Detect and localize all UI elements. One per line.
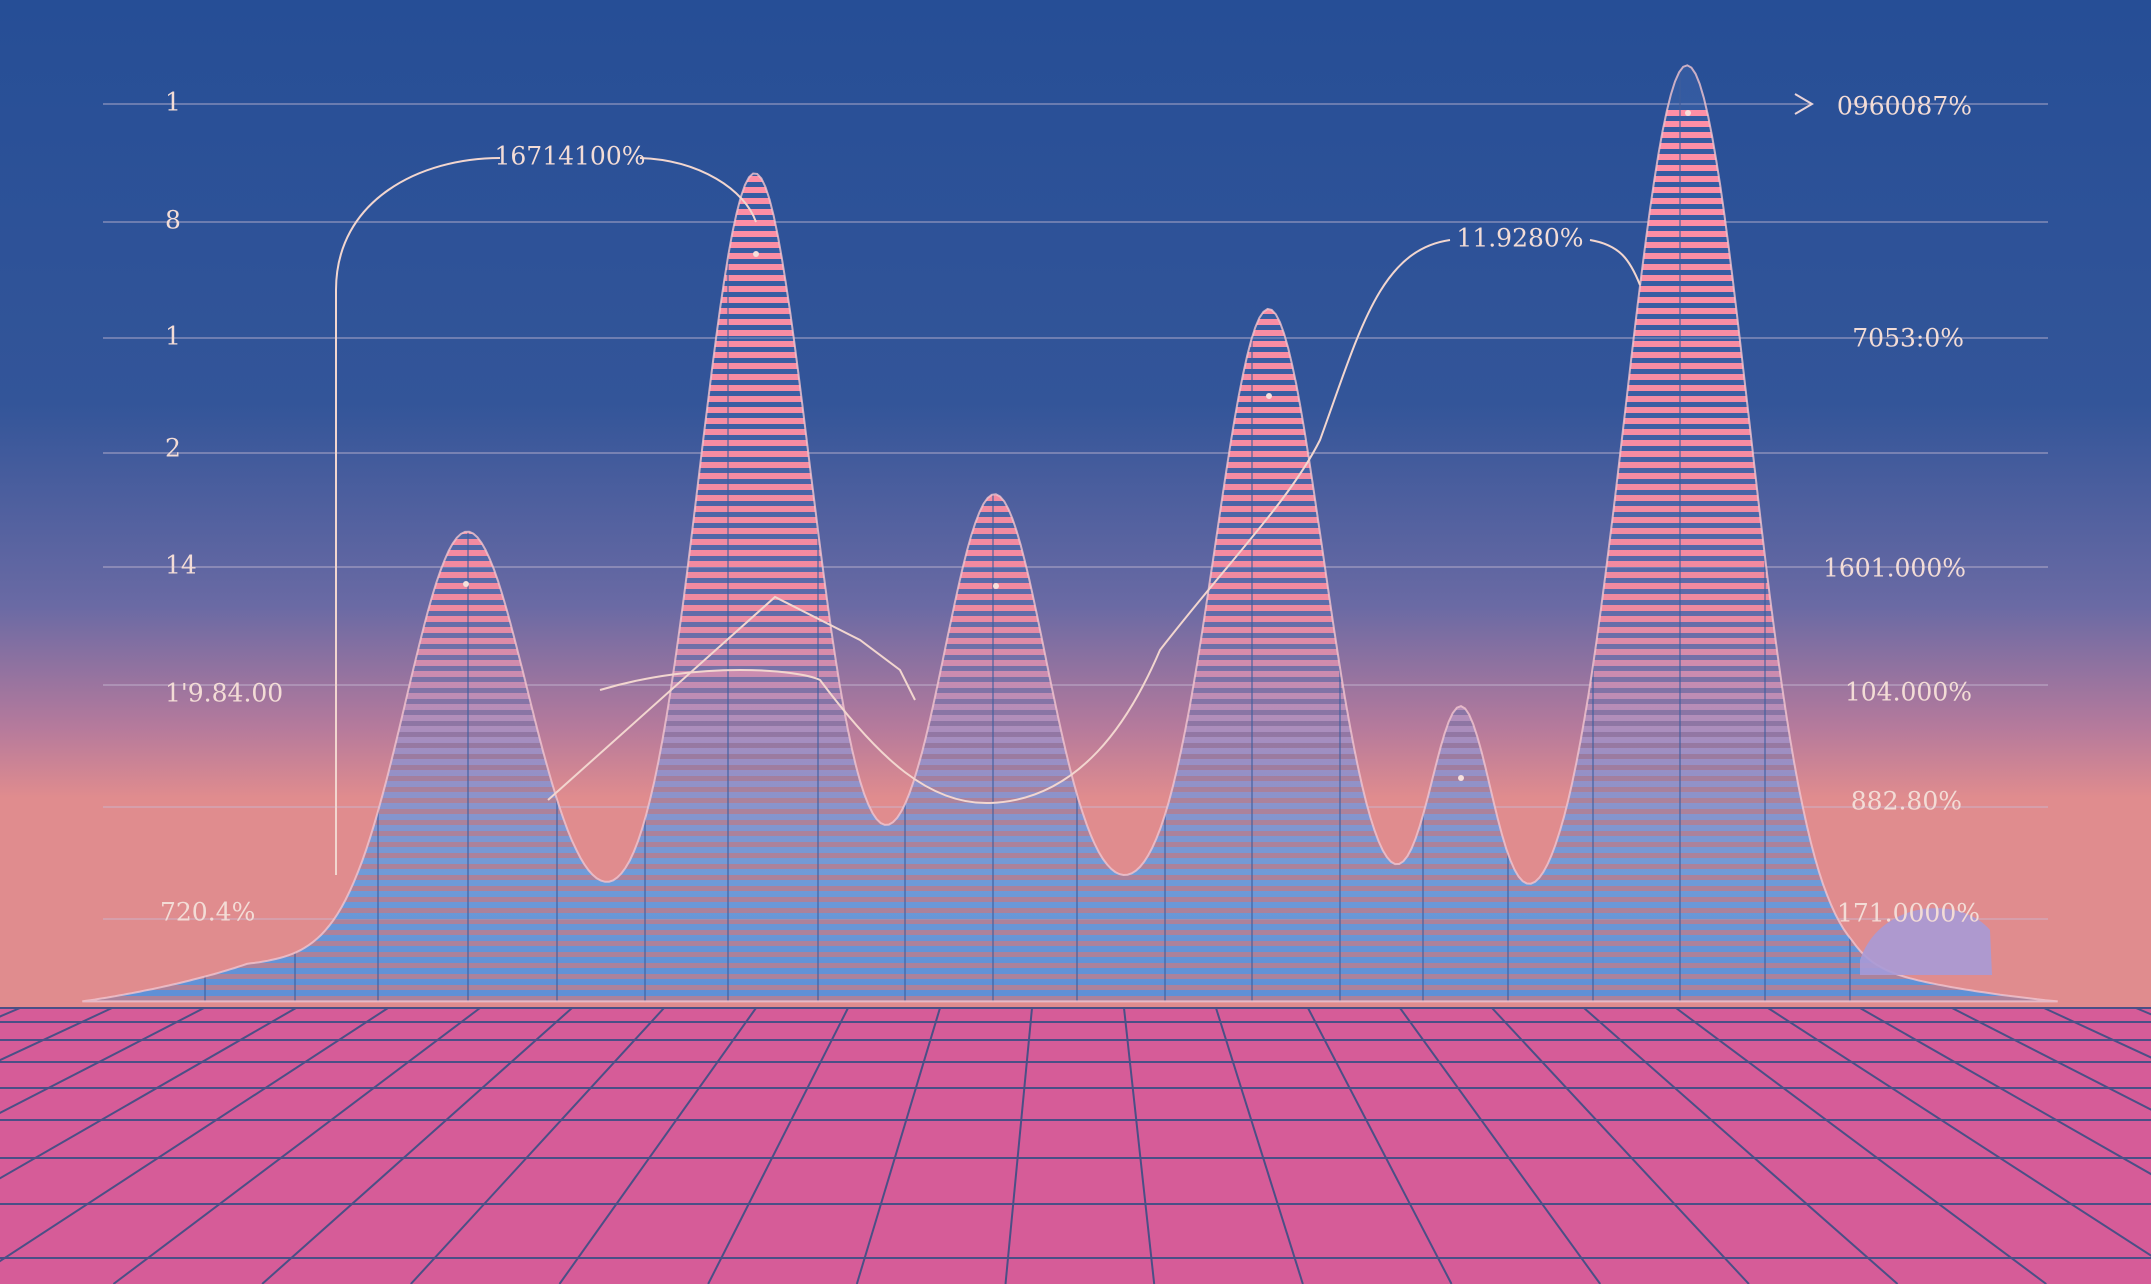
floor-line [1675, 1007, 2047, 1284]
right-label: 882.80% [1851, 787, 1962, 816]
mountain-stripe [82, 979, 2058, 985]
floor-line [1767, 1007, 2151, 1257]
floor-line [1123, 1007, 1156, 1284]
floor-line [1399, 1007, 1602, 1284]
floor-line [558, 1007, 757, 1284]
floor-line [261, 1007, 573, 1284]
floor-grid [0, 1007, 2151, 1284]
floor-line [2043, 1007, 2151, 1059]
left-label: 1 [165, 322, 181, 351]
small-blob [1860, 908, 1992, 975]
mountain-stripe [82, 990, 2058, 996]
left-label: 14 [165, 551, 197, 580]
floor-line [410, 1007, 665, 1284]
floor-line [1004, 1007, 1033, 1284]
mountain-stripe [82, 880, 2058, 886]
left-label: 1 [165, 88, 181, 117]
annotation: 11.9280% [1456, 224, 1583, 253]
mountain-stripe [82, 803, 2058, 809]
annotation: 16714100% [494, 142, 645, 171]
mountain-stripe [82, 935, 2058, 941]
right-label: 104.000% [1845, 678, 1972, 707]
mountain-stripe [82, 869, 2058, 875]
right-label: 0960087% [1837, 92, 1972, 121]
floor-line [0, 1007, 389, 1263]
left-label: 1'9.84.00 [165, 679, 283, 708]
mountain-stripe [82, 946, 2058, 952]
mountain-outline [82, 64, 2058, 1003]
right-labels: 0960087% 7053:0% 1601.000% 104.000% 882.… [1823, 92, 1980, 928]
floor-line [1951, 1007, 2151, 1111]
right-label: 1601.000% [1823, 554, 1966, 583]
left-labels: 1 8 1 2 14 1'9.84.00 720.4% [160, 88, 283, 927]
floor-line [0, 1007, 297, 1180]
mountain-stripe [82, 781, 2058, 787]
floor-line [1215, 1007, 1304, 1284]
mountain-stripe [82, 968, 2058, 974]
mountain-stripe [82, 891, 2058, 897]
floor [0, 1008, 2151, 1284]
floor-line [1307, 1007, 1453, 1284]
mountain-stripe [82, 924, 2058, 930]
mountain-stripe [82, 836, 2058, 842]
floor-line [1491, 1007, 1750, 1284]
mountain-stripe [82, 814, 2058, 820]
right-label: 7053:0% [1852, 324, 1964, 353]
floor-line [0, 1007, 113, 1062]
floor-line [0, 1007, 205, 1115]
floor-line [707, 1007, 849, 1284]
floor-line [112, 1007, 481, 1284]
mountain-stripe [82, 770, 2058, 776]
annotation-lines [335, 110, 1691, 875]
mountain-stripe [82, 858, 2058, 864]
left-label: 2 [165, 434, 181, 463]
mountain-stripe [82, 957, 2058, 963]
left-label: 720.4% [160, 898, 255, 927]
mountain-stripe [82, 913, 2058, 919]
floor-line [855, 1007, 941, 1284]
mountain-stripe [82, 902, 2058, 908]
mountain-stripe [82, 792, 2058, 798]
right-label: 171.0000% [1837, 899, 1980, 928]
left-label: 8 [165, 206, 181, 235]
floor-line [1583, 1007, 1899, 1284]
mountain-stripe [82, 847, 2058, 853]
floor-line [1859, 1007, 2151, 1176]
mountain-stripe [82, 825, 2058, 831]
